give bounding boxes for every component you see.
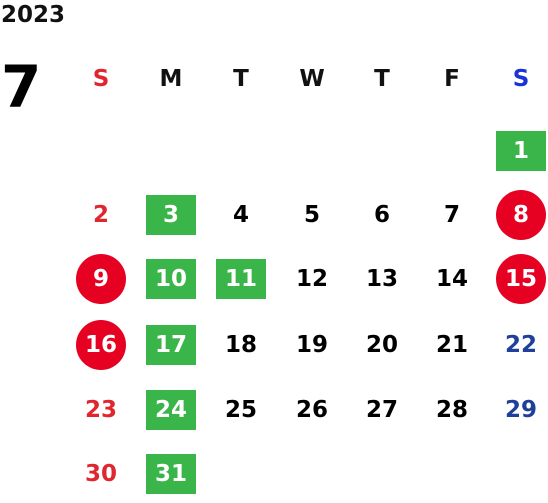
calendar-day-1[interactable]: 1	[496, 131, 546, 171]
calendar-day-label: 9	[92, 266, 109, 292]
calendar-day-label: 5	[303, 202, 320, 228]
calendar-day-8[interactable]: 8	[496, 190, 546, 240]
calendar-day-19[interactable]: 19	[287, 325, 337, 365]
weekday-thursday: T	[374, 66, 390, 92]
calendar-day-label: 24	[154, 397, 187, 423]
calendar-day-label: 10	[154, 266, 187, 292]
calendar-day-label: 29	[504, 397, 537, 423]
weekday-monday: M	[159, 66, 183, 92]
calendar-day-label: 7	[443, 202, 460, 228]
weekday-friday: F	[444, 66, 460, 92]
calendar-day-label: 19	[295, 332, 328, 358]
calendar-day-label: 11	[224, 266, 257, 292]
calendar-day-13[interactable]: 13	[357, 259, 407, 299]
calendar-day-label: 2	[92, 202, 109, 228]
calendar-day-label: 25	[224, 397, 257, 423]
calendar-day-16[interactable]: 16	[76, 320, 126, 370]
calendar-day-label: 15	[504, 266, 537, 292]
calendar-day-21[interactable]: 21	[427, 325, 477, 365]
calendar-day-10[interactable]: 10	[146, 259, 196, 299]
calendar-day-22[interactable]: 22	[496, 325, 546, 365]
calendar-day-label: 21	[435, 332, 468, 358]
weekday-saturday: S	[512, 66, 530, 92]
calendar-day-label: 8	[512, 202, 529, 228]
calendar-day-3[interactable]: 3	[146, 195, 196, 235]
calendar-day-26[interactable]: 26	[287, 390, 337, 430]
calendar-day-20[interactable]: 20	[357, 325, 407, 365]
calendar-day-label: 26	[295, 397, 328, 423]
calendar-day-label: 20	[365, 332, 398, 358]
calendar-day-28[interactable]: 28	[427, 390, 477, 430]
weekday-sunday: S	[92, 66, 110, 92]
calendar-day-17[interactable]: 17	[146, 325, 196, 365]
calendar-day-label: 30	[84, 461, 117, 487]
calendar-day-label: 23	[84, 397, 117, 423]
calendar-day-29[interactable]: 29	[496, 390, 546, 430]
calendar-day-23[interactable]: 23	[76, 390, 126, 430]
calendar-day-label: 22	[504, 332, 537, 358]
calendar-day-5[interactable]: 5	[287, 195, 337, 235]
calendar-day-4[interactable]: 4	[216, 195, 266, 235]
calendar-day-label: 28	[435, 397, 468, 423]
calendar-day-label: 4	[232, 202, 249, 228]
calendar-day-24[interactable]: 24	[146, 390, 196, 430]
weekday-tuesday: T	[233, 66, 249, 92]
calendar-day-27[interactable]: 27	[357, 390, 407, 430]
calendar-day-label: 27	[365, 397, 398, 423]
calendar-day-label: 13	[365, 266, 398, 292]
calendar-day-label: 3	[162, 202, 179, 228]
calendar-day-label: 6	[373, 202, 390, 228]
calendar-day-6[interactable]: 6	[357, 195, 407, 235]
calendar-day-31[interactable]: 31	[146, 454, 196, 494]
year-label: 2023	[1, 2, 66, 28]
calendar-day-9[interactable]: 9	[76, 254, 126, 304]
calendar-day-label: 16	[84, 332, 117, 358]
calendar-day-12[interactable]: 12	[287, 259, 337, 299]
calendar-day-label: 18	[224, 332, 257, 358]
month-number: 7	[1, 53, 42, 121]
calendar-day-14[interactable]: 14	[427, 259, 477, 299]
calendar-day-30[interactable]: 30	[76, 454, 126, 494]
calendar-day-label: 14	[435, 266, 468, 292]
calendar-day-label: 12	[295, 266, 328, 292]
calendar-day-11[interactable]: 11	[216, 259, 266, 299]
calendar-day-18[interactable]: 18	[216, 325, 266, 365]
calendar-day-label: 31	[154, 461, 187, 487]
calendar-day-25[interactable]: 25	[216, 390, 266, 430]
weekday-wednesday: W	[299, 66, 325, 92]
calendar-day-label: 1	[512, 138, 529, 164]
calendar-day-7[interactable]: 7	[427, 195, 477, 235]
calendar-day-label: 17	[154, 332, 187, 358]
calendar-day-15[interactable]: 15	[496, 254, 546, 304]
calendar-day-2[interactable]: 2	[76, 195, 126, 235]
